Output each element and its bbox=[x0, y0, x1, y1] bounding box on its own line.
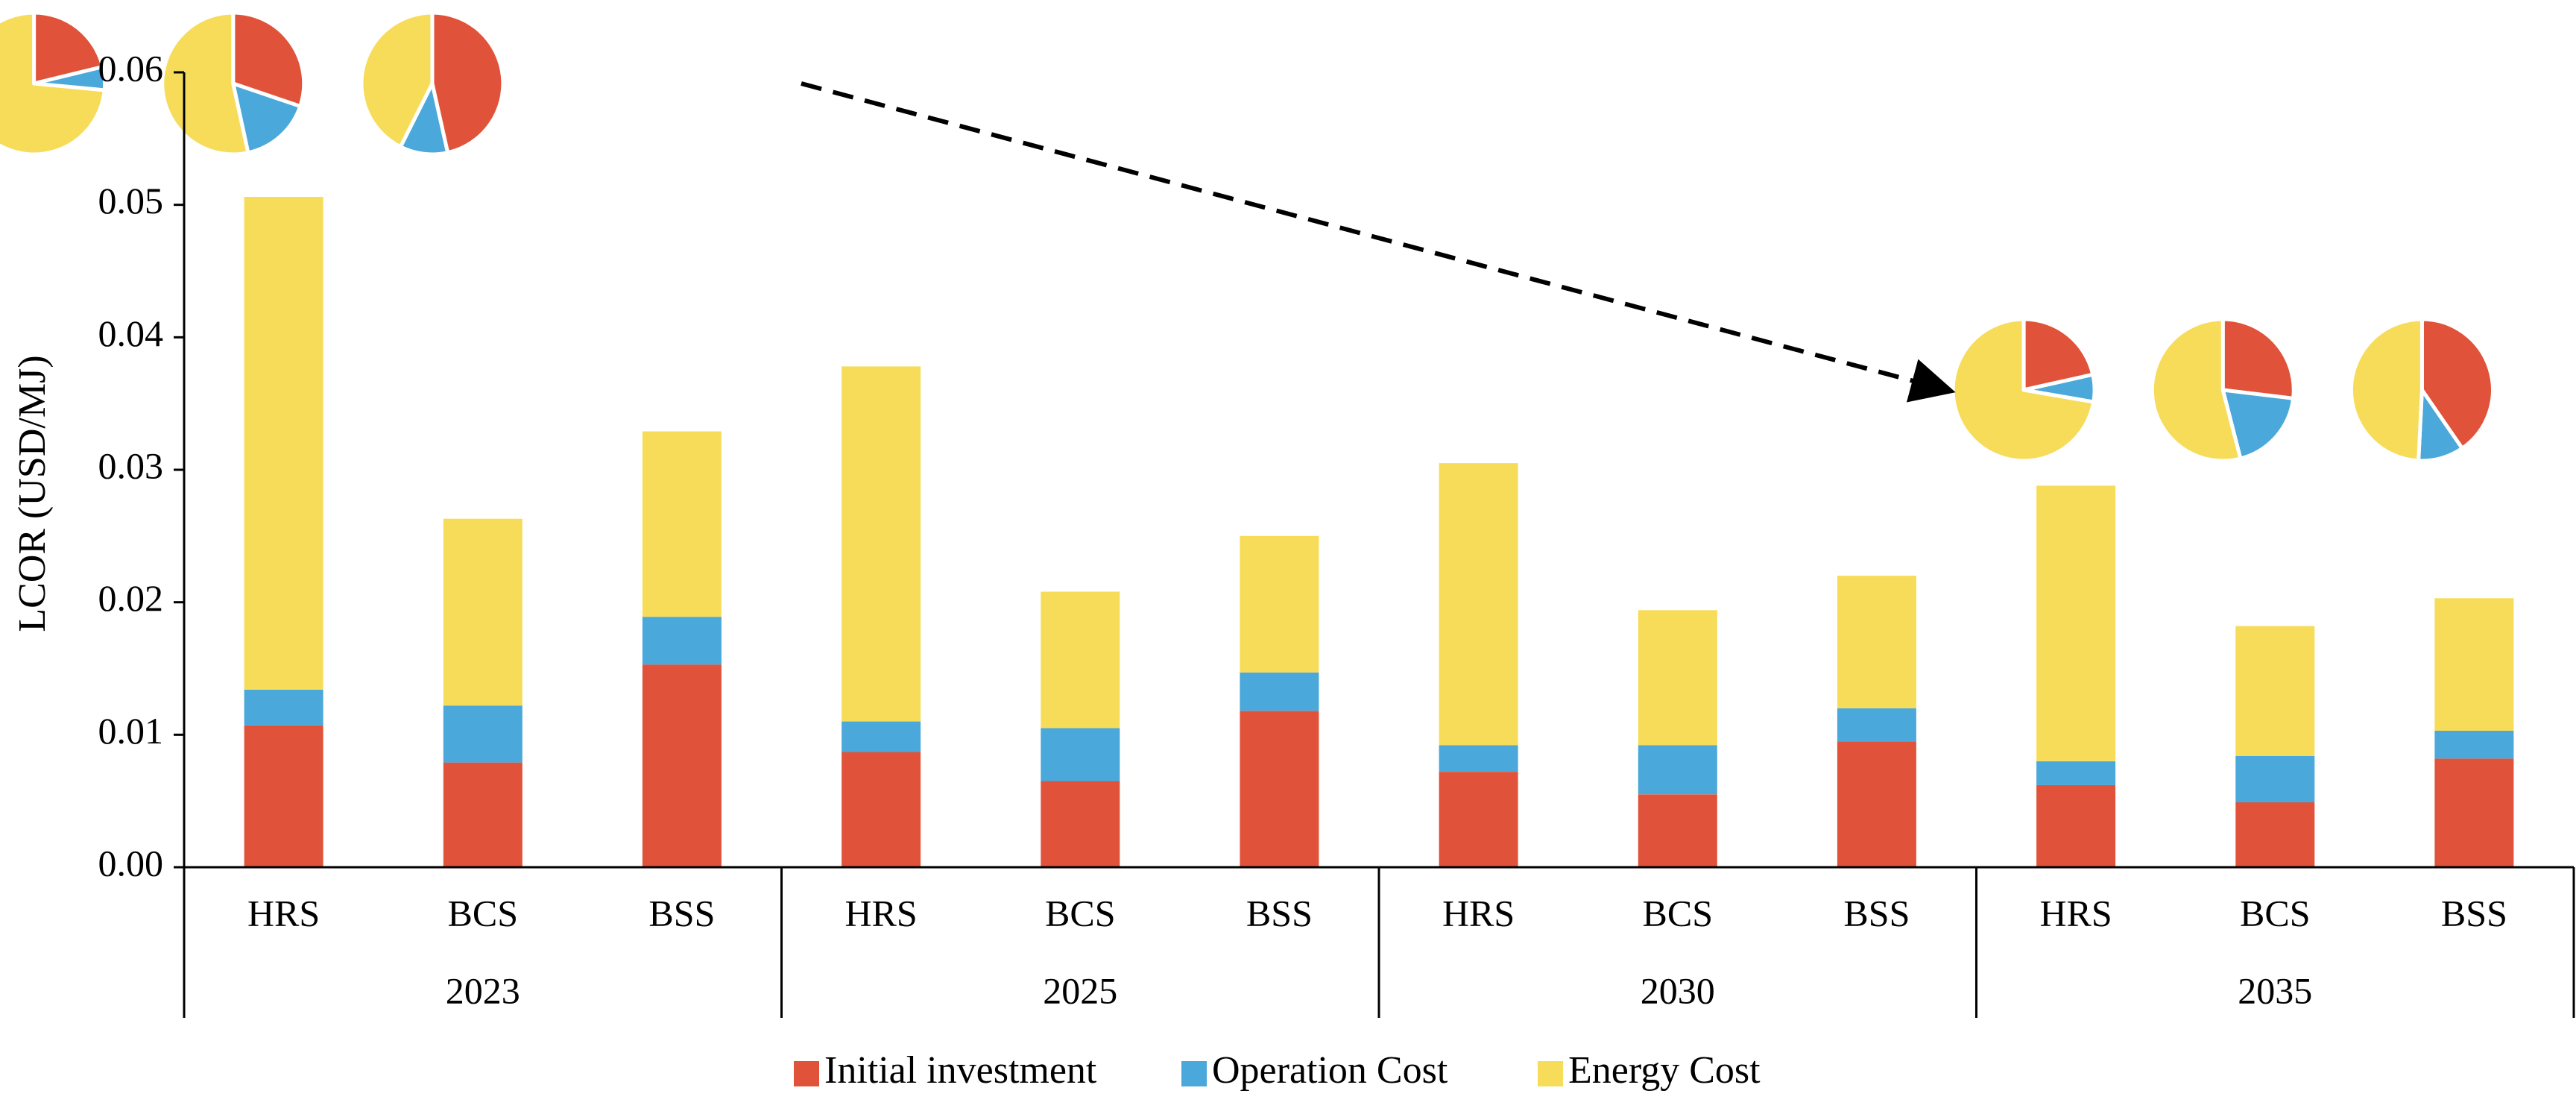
bar-2023-bcs-energy-cost bbox=[443, 518, 523, 706]
bar-2035-hrs-initial-investment bbox=[2036, 784, 2116, 867]
legend-label: Operation Cost bbox=[1212, 1049, 1448, 1092]
pie-2023-bss bbox=[359, 10, 505, 157]
x-tick-label: BCS bbox=[1045, 892, 1116, 934]
bar-2030-bss-initial-investment bbox=[1837, 741, 1916, 867]
bar-2025-bcs-operation-cost bbox=[1041, 728, 1120, 781]
pie-slice-initial-investment bbox=[2220, 317, 2296, 400]
bar-2030-bcs-energy-cost bbox=[1638, 610, 1717, 746]
bar-2023-bss-energy-cost bbox=[642, 431, 722, 617]
bar-2035-bcs-energy-cost bbox=[2235, 626, 2315, 756]
x-tick-label: HRS bbox=[1442, 892, 1515, 934]
x-tick-label: BCS bbox=[1643, 892, 1714, 934]
x-tick-label: HRS bbox=[845, 892, 917, 934]
x-tick-label: BCS bbox=[448, 892, 519, 934]
bar-2035-bcs-initial-investment bbox=[2235, 802, 2315, 867]
x-tick-label: BSS bbox=[1843, 892, 1910, 934]
pie-slice-energy-cost bbox=[2349, 317, 2424, 463]
y-tick-label: 0.04 bbox=[98, 312, 164, 354]
pie-2035-bcs bbox=[2150, 317, 2296, 463]
bar-2023-bcs-operation-cost bbox=[443, 705, 523, 763]
bar-2030-bss-operation-cost bbox=[1837, 708, 1916, 742]
pie-slice-initial-investment bbox=[2021, 317, 2095, 392]
pie-slice-initial-investment bbox=[231, 10, 306, 108]
x-group-label: 2025 bbox=[1043, 969, 1117, 1011]
bar-2035-bss-initial-investment bbox=[2434, 758, 2514, 867]
bar-2030-hrs-initial-investment bbox=[1439, 772, 1518, 867]
y-axis-title: LCOR (USD/MJ) bbox=[11, 355, 54, 632]
pie-slice-energy-cost bbox=[1951, 317, 2096, 463]
bar-2025-bss-operation-cost bbox=[1240, 672, 1319, 711]
bar-2023-hrs-energy-cost bbox=[244, 197, 323, 690]
legend-swatch bbox=[794, 1061, 819, 1086]
pie-slice-energy-cost bbox=[0, 10, 107, 157]
legend-label: Energy Cost bbox=[1568, 1049, 1761, 1092]
bar-2023-bcs-initial-investment bbox=[443, 762, 523, 867]
y-tick-label: 0.01 bbox=[98, 710, 164, 752]
bar-2025-bss-initial-investment bbox=[1240, 711, 1319, 867]
legend-item: Operation Cost bbox=[1181, 1049, 1448, 1092]
pie-2035-bss bbox=[2349, 317, 2495, 463]
x-tick-label: BSS bbox=[2441, 892, 2507, 934]
bar-2023-bss-initial-investment bbox=[642, 664, 722, 867]
bar-2030-bcs-initial-investment bbox=[1638, 794, 1717, 867]
bar-2035-bss-operation-cost bbox=[2434, 731, 2514, 759]
x-tick-label: HRS bbox=[2039, 892, 2112, 934]
y-tick-label: 0.05 bbox=[98, 180, 164, 221]
pie-slice-initial-investment bbox=[2419, 317, 2495, 450]
pie-slice-energy-cost bbox=[359, 10, 435, 149]
pie-slice-initial-investment bbox=[430, 10, 505, 155]
y-tick-label: 0.00 bbox=[98, 842, 164, 884]
bar-2025-hrs-operation-cost bbox=[842, 721, 921, 752]
pie-slice-initial-investment bbox=[32, 10, 105, 86]
bar-2030-hrs-energy-cost bbox=[1439, 463, 1518, 746]
bar-2030-bcs-operation-cost bbox=[1638, 745, 1717, 795]
legend-item: Energy Cost bbox=[1538, 1049, 1761, 1092]
trend-arrow bbox=[801, 81, 1956, 403]
x-tick-label: HRS bbox=[247, 892, 320, 934]
pie-2023-hrs bbox=[0, 10, 107, 157]
legend-swatch bbox=[1181, 1061, 1207, 1086]
bar-2023-bss-operation-cost bbox=[642, 617, 722, 665]
x-group-label: 2023 bbox=[446, 969, 520, 1011]
bar-2035-bss-energy-cost bbox=[2434, 598, 2514, 731]
x-group-label: 2030 bbox=[1641, 969, 1715, 1011]
bar-2035-bcs-operation-cost bbox=[2235, 755, 2315, 802]
bar-2035-hrs-operation-cost bbox=[2036, 761, 2116, 785]
legend-label: Initial investment bbox=[824, 1049, 1097, 1092]
x-group-label: 2035 bbox=[2238, 969, 2312, 1011]
pie-2035-hrs bbox=[1951, 317, 2097, 463]
y-tick-label: 0.03 bbox=[98, 444, 164, 486]
x-tick-label: BSS bbox=[1246, 892, 1313, 934]
bar-2023-hrs-operation-cost bbox=[244, 689, 323, 726]
pie-slice-operation-cost bbox=[231, 81, 303, 155]
legend-item: Initial investment bbox=[794, 1049, 1097, 1092]
bar-2030-hrs-operation-cost bbox=[1439, 745, 1518, 772]
y-tick-label: 0.02 bbox=[98, 577, 164, 619]
x-tick-label: BSS bbox=[648, 892, 715, 934]
legend-swatch bbox=[1538, 1061, 1563, 1086]
y-tick-label: 0.06 bbox=[98, 47, 164, 89]
x-tick-label: BCS bbox=[2240, 892, 2311, 934]
bar-2025-bcs-energy-cost bbox=[1041, 591, 1120, 729]
bar-2030-bss-energy-cost bbox=[1837, 576, 1916, 708]
bar-2025-bcs-initial-investment bbox=[1041, 781, 1120, 867]
pie-slice-operation-cost bbox=[2220, 388, 2296, 461]
bar-2035-hrs-energy-cost bbox=[2036, 485, 2116, 761]
bar-2023-hrs-initial-investment bbox=[244, 725, 323, 867]
bar-2025-bss-energy-cost bbox=[1240, 535, 1319, 673]
bar-2025-hrs-energy-cost bbox=[842, 366, 921, 722]
pie-slice-energy-cost bbox=[2150, 317, 2243, 463]
bar-2025-hrs-initial-investment bbox=[842, 752, 921, 867]
